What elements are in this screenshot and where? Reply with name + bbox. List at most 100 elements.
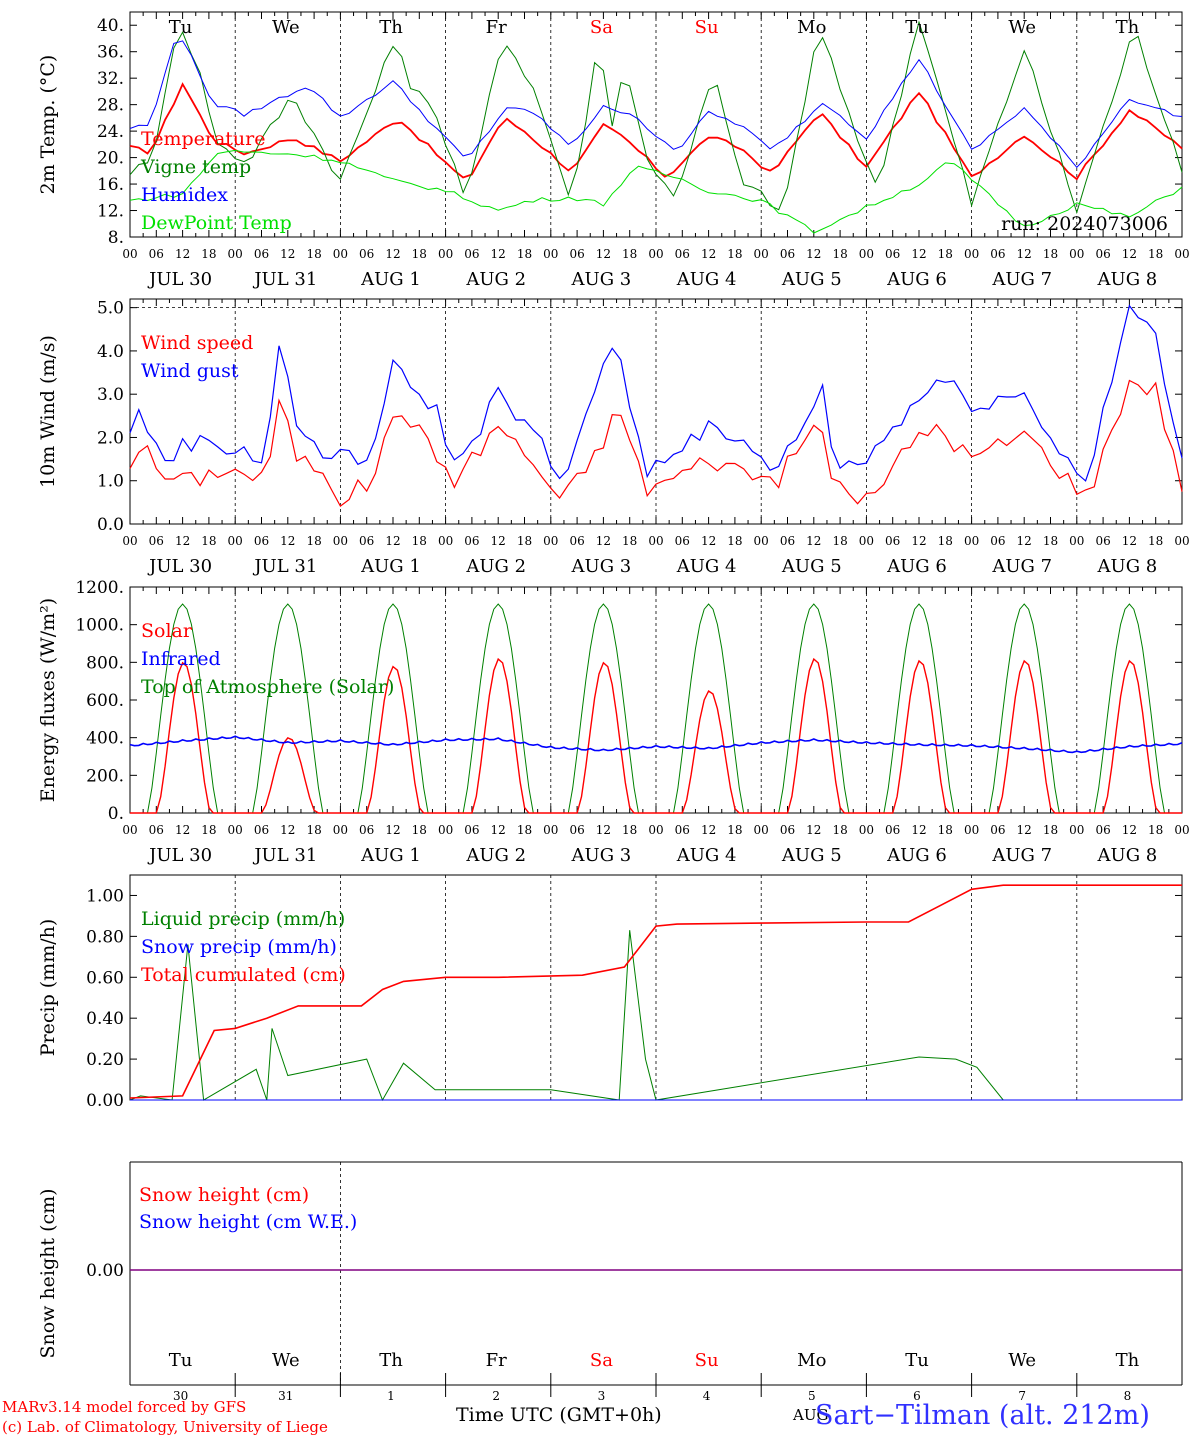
x-axis-title: Time UTC (GMT+0h) bbox=[456, 1404, 662, 1426]
hour-tick-label: 00 bbox=[1174, 823, 1189, 837]
date-label: AUG 3 bbox=[571, 269, 632, 290]
temp-series-line bbox=[129, 20, 1183, 215]
hour-tick-label: 12 bbox=[280, 823, 295, 837]
day-number-label: 5 bbox=[808, 1389, 816, 1403]
hour-tick-label: 06 bbox=[1095, 823, 1110, 837]
hour-tick-label: 00 bbox=[122, 823, 137, 837]
hour-tick-label: 06 bbox=[254, 534, 269, 548]
hour-tick-label: 00 bbox=[859, 823, 874, 837]
hour-tick-label: 00 bbox=[438, 534, 453, 548]
y-tick-label: 0.0 bbox=[97, 515, 124, 535]
weekday-label-bottom: Sa bbox=[590, 1350, 613, 1371]
cumulated-precip-line bbox=[129, 884, 1182, 1099]
wind-legend-entry: Wind gust bbox=[141, 360, 239, 382]
hour-tick-label: 06 bbox=[990, 247, 1005, 261]
hour-tick-label: 18 bbox=[201, 823, 216, 837]
weekday-label: Fr bbox=[486, 17, 507, 38]
liquid-precip-line bbox=[129, 930, 1182, 1102]
hour-tick-label: 00 bbox=[122, 247, 137, 261]
date-label: AUG 1 bbox=[360, 269, 421, 290]
hour-tick-label: 18 bbox=[517, 247, 532, 261]
panel-2-frame bbox=[129, 298, 1183, 525]
y-tick-label: 0. bbox=[108, 804, 124, 824]
energy-legend-entry: Top of Atmosphere (Solar) bbox=[141, 676, 394, 698]
day-number-label: 8 bbox=[1124, 1389, 1132, 1403]
hour-tick-label: 06 bbox=[254, 823, 269, 837]
hour-tick-label: 12 bbox=[1017, 247, 1032, 261]
hour-tick-label: 12 bbox=[1122, 823, 1137, 837]
hour-tick-label: 06 bbox=[254, 247, 269, 261]
hour-tick-label: 00 bbox=[754, 534, 769, 548]
date-label: AUG 6 bbox=[886, 845, 947, 866]
hour-tick-label: 18 bbox=[306, 534, 321, 548]
panel-1-frame bbox=[129, 11, 1183, 238]
hour-tick-label: 18 bbox=[412, 823, 427, 837]
weekday-label-bottom: Su bbox=[695, 1350, 719, 1371]
hour-tick-label: 12 bbox=[491, 247, 506, 261]
hour-tick-label: 12 bbox=[596, 247, 611, 261]
y-tick-label: 0.20 bbox=[86, 1050, 124, 1070]
hour-tick-label: 18 bbox=[622, 534, 637, 548]
temp-legend-entry: Humidex bbox=[141, 184, 228, 206]
date-label: AUG 8 bbox=[1097, 269, 1158, 290]
hour-tick-label: 06 bbox=[885, 823, 900, 837]
hour-tick-label: 18 bbox=[517, 823, 532, 837]
y-tick-label: 1200. bbox=[75, 578, 124, 598]
day-number-label: 2 bbox=[492, 1389, 500, 1403]
y-axis-title: 2m Temp. (°C) bbox=[37, 55, 59, 195]
hour-tick-label: 12 bbox=[491, 823, 506, 837]
wind-series-line bbox=[129, 379, 1183, 507]
hour-tick-label: 18 bbox=[622, 247, 637, 261]
hour-tick-label: 18 bbox=[1043, 823, 1058, 837]
date-label: AUG 5 bbox=[781, 556, 842, 577]
y-tick-label: 800. bbox=[86, 653, 124, 673]
hour-tick-label: 06 bbox=[885, 534, 900, 548]
hour-tick-label: 12 bbox=[701, 247, 716, 261]
hour-tick-label: 06 bbox=[675, 247, 690, 261]
hour-tick-label: 06 bbox=[990, 823, 1005, 837]
hour-tick-label: 00 bbox=[754, 823, 769, 837]
credit-line-2: (c) Lab. of Climatology, University of L… bbox=[2, 1418, 328, 1436]
infrared-line bbox=[129, 735, 1183, 754]
hour-tick-label: 06 bbox=[359, 823, 374, 837]
hour-tick-label: 00 bbox=[1069, 823, 1084, 837]
hour-tick-label: 06 bbox=[780, 823, 795, 837]
hour-tick-label: 00 bbox=[1174, 534, 1189, 548]
precip-legend-entry: Total cumulated (cm) bbox=[141, 964, 346, 986]
hour-tick-label: 18 bbox=[1043, 534, 1058, 548]
y-tick-label: 40. bbox=[97, 16, 124, 36]
hour-tick-label: 12 bbox=[1122, 534, 1137, 548]
hour-tick-label: 18 bbox=[727, 247, 742, 261]
y-tick-label: 1.0 bbox=[97, 472, 124, 492]
hour-tick-label: 12 bbox=[911, 823, 926, 837]
hour-tick-label: 12 bbox=[1017, 823, 1032, 837]
run-label: run: 2024073006 bbox=[1001, 213, 1168, 235]
weekday-label: We bbox=[1008, 17, 1036, 38]
y-tick-label: 16. bbox=[97, 175, 124, 195]
y-tick-label: 3.0 bbox=[97, 385, 124, 405]
hour-tick-label: 12 bbox=[596, 823, 611, 837]
hour-tick-label: 06 bbox=[675, 534, 690, 548]
date-label: AUG 4 bbox=[676, 556, 737, 577]
hour-tick-label: 00 bbox=[859, 534, 874, 548]
hour-tick-label: 18 bbox=[938, 823, 953, 837]
weekday-label: Th bbox=[379, 17, 403, 38]
date-label: AUG 2 bbox=[465, 269, 526, 290]
y-tick-label: 12. bbox=[97, 202, 124, 222]
hour-tick-label: 18 bbox=[517, 534, 532, 548]
hour-tick-label: 00 bbox=[438, 823, 453, 837]
hour-tick-label: 12 bbox=[806, 247, 821, 261]
hour-tick-label: 06 bbox=[464, 534, 479, 548]
hour-tick-label: 12 bbox=[806, 534, 821, 548]
hour-tick-label: 00 bbox=[122, 534, 137, 548]
date-label: AUG 4 bbox=[676, 845, 737, 866]
hour-tick-label: 00 bbox=[648, 823, 663, 837]
hour-tick-label: 06 bbox=[464, 823, 479, 837]
weekday-label: Sa bbox=[590, 17, 613, 38]
hour-tick-label: 06 bbox=[1095, 534, 1110, 548]
temp-series-line bbox=[129, 82, 1183, 181]
hour-tick-label: 00 bbox=[228, 247, 243, 261]
hour-tick-label: 00 bbox=[543, 247, 558, 261]
hour-tick-label: 06 bbox=[359, 247, 374, 261]
weekday-label: Th bbox=[1116, 17, 1140, 38]
